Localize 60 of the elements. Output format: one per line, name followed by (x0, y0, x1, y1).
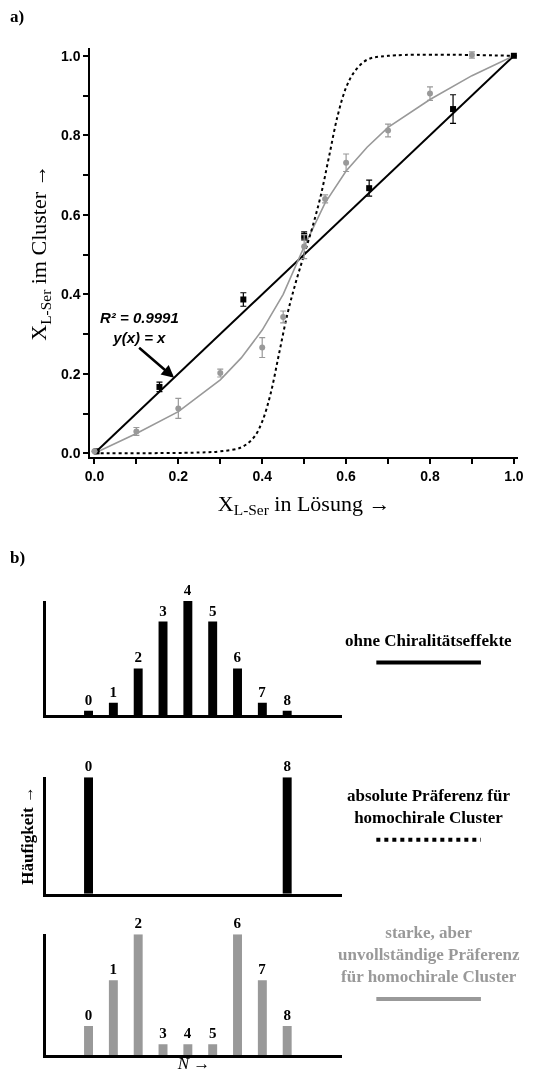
point (450, 106, 457, 113)
point (343, 159, 350, 166)
y-tick-label: 0.0 (60, 445, 81, 462)
category-label: 8 (283, 1007, 291, 1024)
category-label: 0 (84, 758, 93, 775)
category-label: 3 (159, 602, 167, 619)
bar (282, 1026, 292, 1056)
category-label: 1 (109, 961, 118, 978)
x-tick-label: 0.8 (420, 468, 440, 485)
bar (158, 1044, 168, 1056)
text: ohne Chiralitätseffekte (345, 631, 513, 650)
category-label: 5 (208, 602, 217, 619)
point (301, 243, 308, 250)
x-tick-label: 0.2 (168, 468, 189, 485)
y-tick-label: 1.0 (60, 47, 81, 64)
category-label: 2 (134, 915, 142, 932)
bar (183, 1044, 193, 1056)
category-label: 6 (233, 915, 242, 932)
category-label: 4 (183, 1025, 192, 1042)
text: absolute Präferenz für homochirale Cluster (347, 786, 511, 828)
category-label: 0 (84, 691, 93, 708)
category-label: 2 (134, 649, 142, 666)
category-label: 8 (283, 758, 291, 775)
point (366, 185, 373, 192)
y-tick-label: 0.6 (60, 206, 81, 223)
chart-title: b) (10, 548, 26, 567)
y-axis-title: Häufigkeit → (17, 786, 37, 885)
bar (108, 980, 118, 1056)
annotation: R² = 0.9991 y(x) = x (100, 309, 179, 346)
chart-title: a) (10, 7, 25, 26)
bar (257, 980, 267, 1056)
point (280, 313, 287, 320)
point (259, 344, 266, 351)
point (385, 127, 392, 134)
point (240, 296, 247, 303)
y-tick-label: 0.2 (60, 365, 81, 382)
point (426, 90, 433, 97)
bar (133, 934, 143, 1056)
category-label: 6 (233, 649, 242, 666)
x-tick-label: 0.4 (252, 468, 273, 485)
bar (233, 934, 242, 1056)
text: starke, aber unvollständige Präferenz für homochirale Cluster (338, 923, 520, 987)
y-tick-label: 0.8 (60, 127, 81, 144)
category-label: 7 (258, 961, 266, 978)
bar (208, 1044, 218, 1056)
category-label: 8 (283, 691, 291, 708)
point (175, 405, 182, 412)
x-axis-title: N → (176, 1053, 211, 1073)
category-label: 0 (84, 1007, 93, 1024)
category-label: 1 (109, 683, 118, 700)
category-label: 7 (258, 683, 266, 700)
category-label: 3 (159, 1025, 167, 1042)
bar (84, 1026, 93, 1056)
x-axis-title: X$_{L-Ser}$ in Lösung → (217, 490, 391, 519)
x-tick-label: 0.0 (84, 468, 105, 485)
category-label: 4 (183, 581, 192, 598)
category-label: 5 (208, 1025, 217, 1042)
x-tick-label: 1.0 (504, 468, 524, 485)
x-tick-label: 0.6 (336, 468, 357, 485)
y-tick-label: 0.4 (60, 286, 81, 303)
